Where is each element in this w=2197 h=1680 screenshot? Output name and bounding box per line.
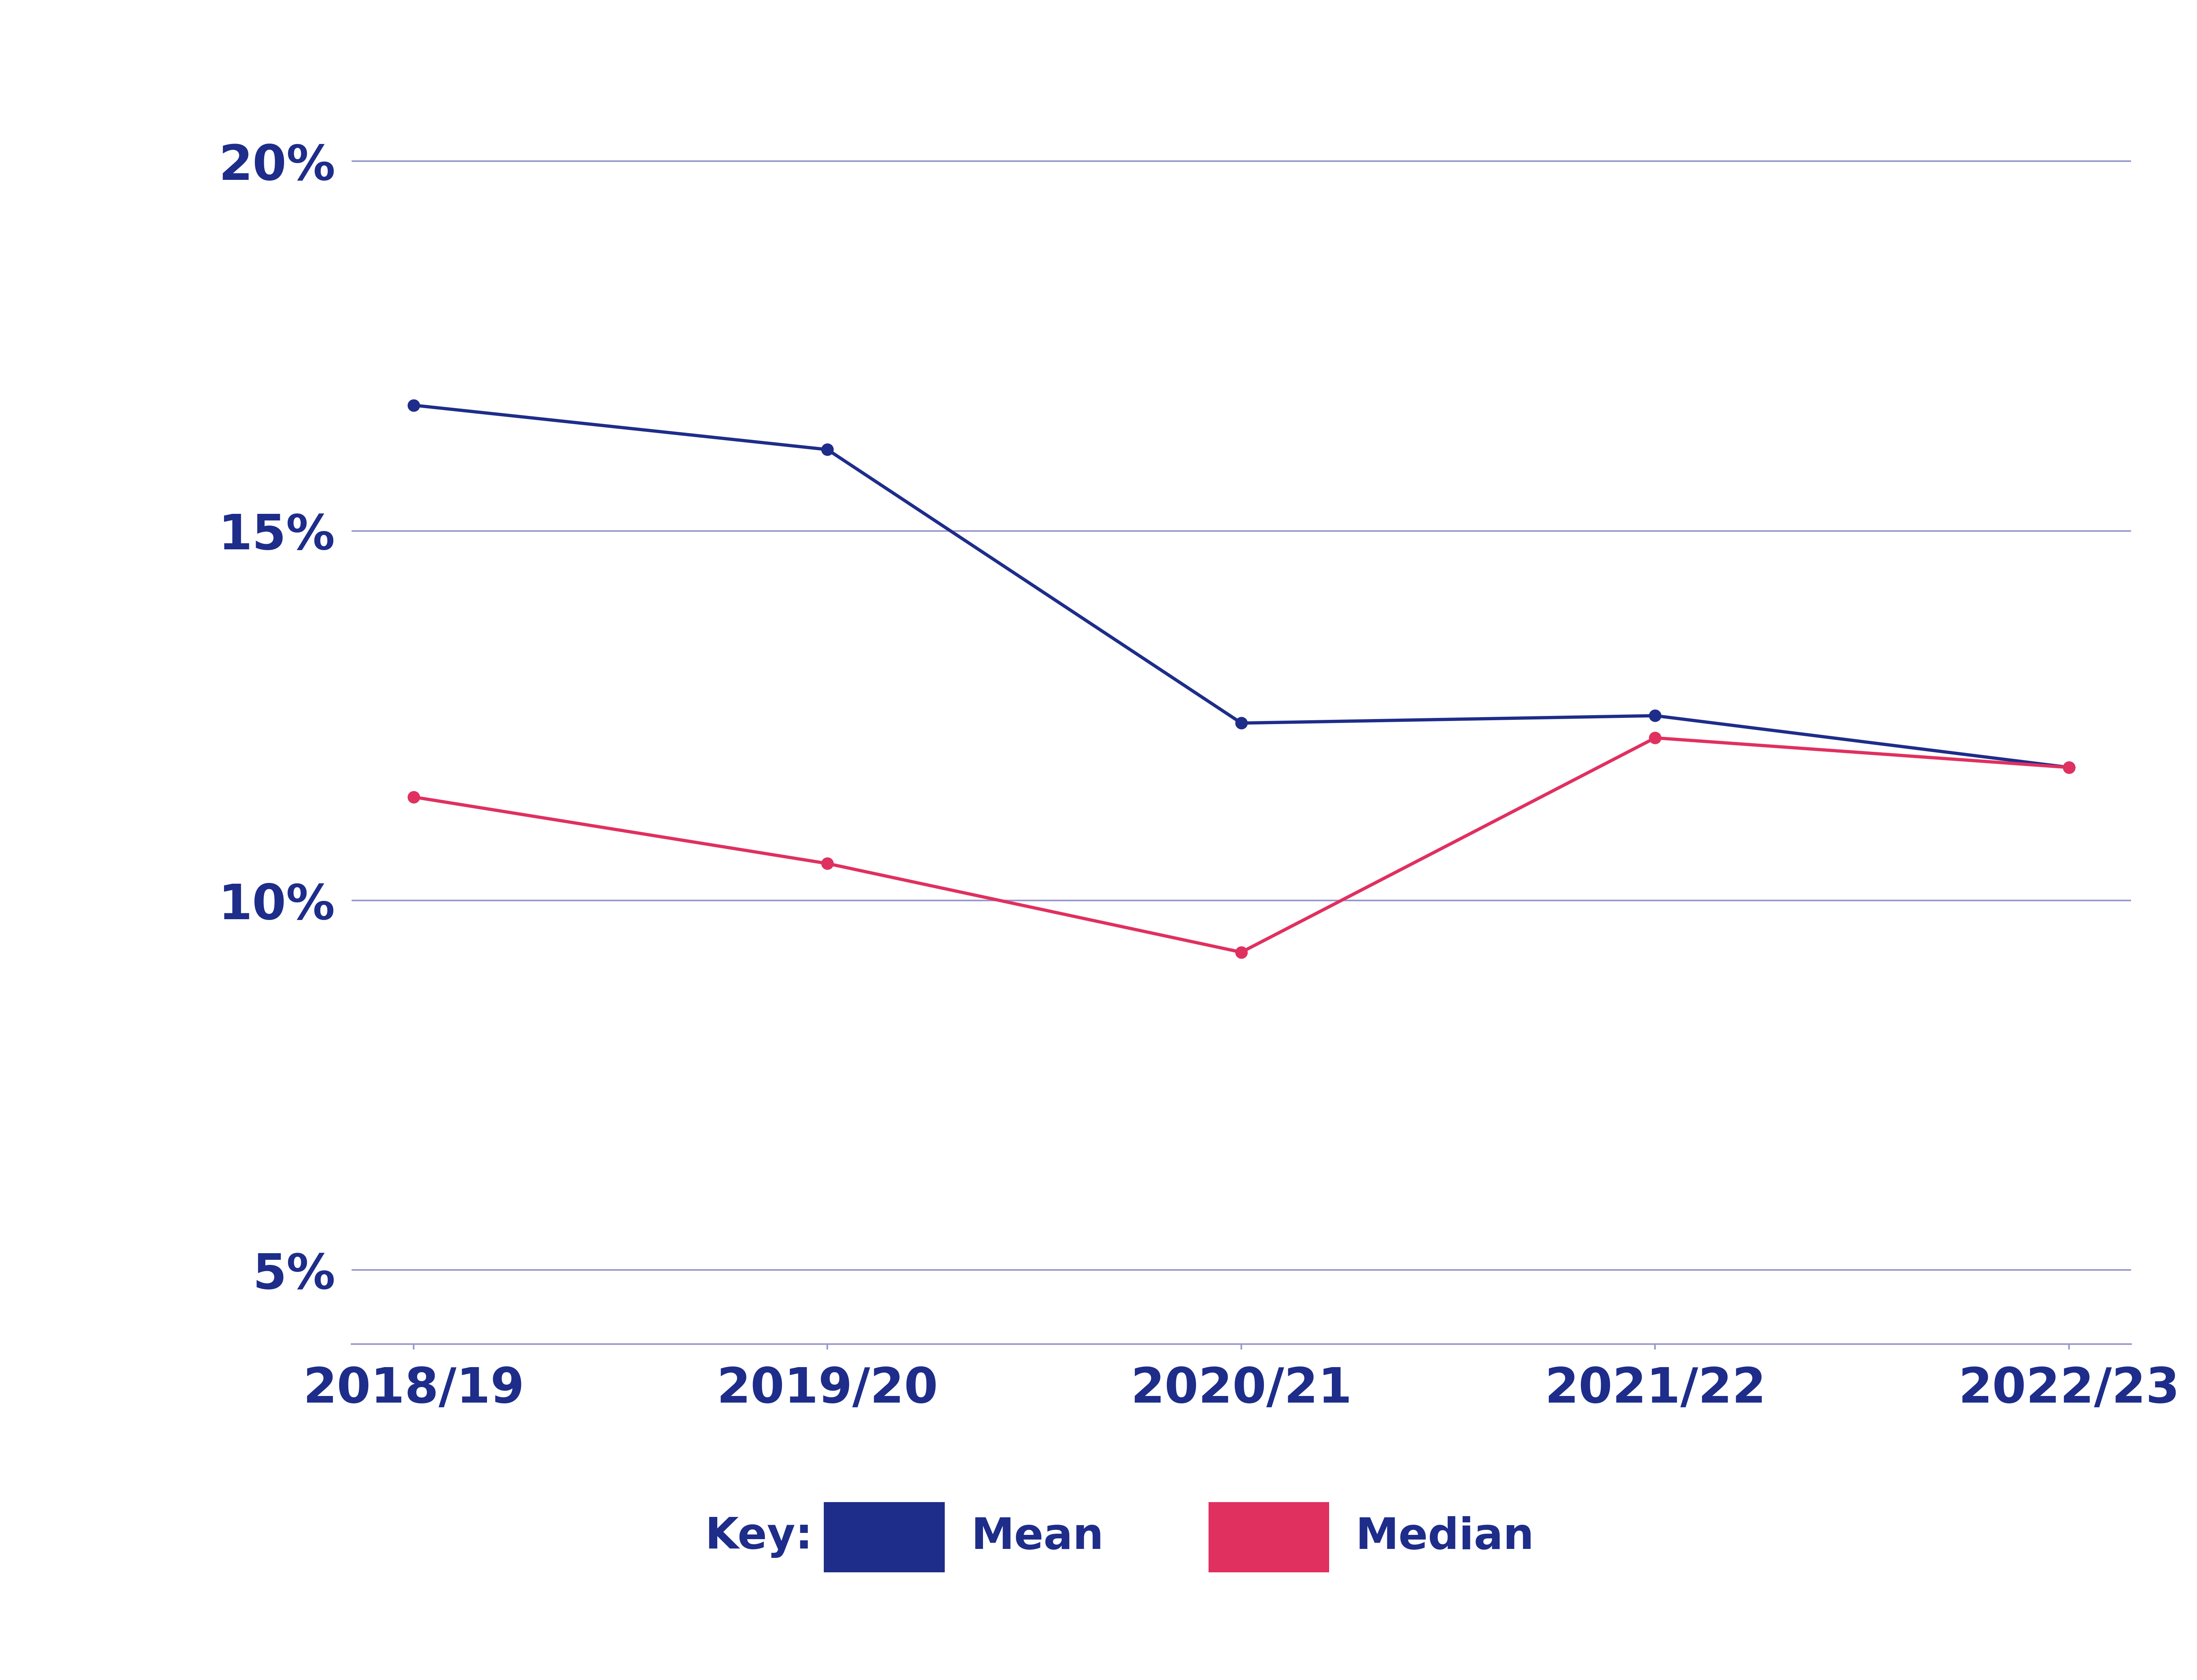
Text: Mean: Mean	[971, 1517, 1103, 1557]
Text: Key:: Key:	[705, 1517, 813, 1557]
Text: Median: Median	[1356, 1517, 1534, 1557]
